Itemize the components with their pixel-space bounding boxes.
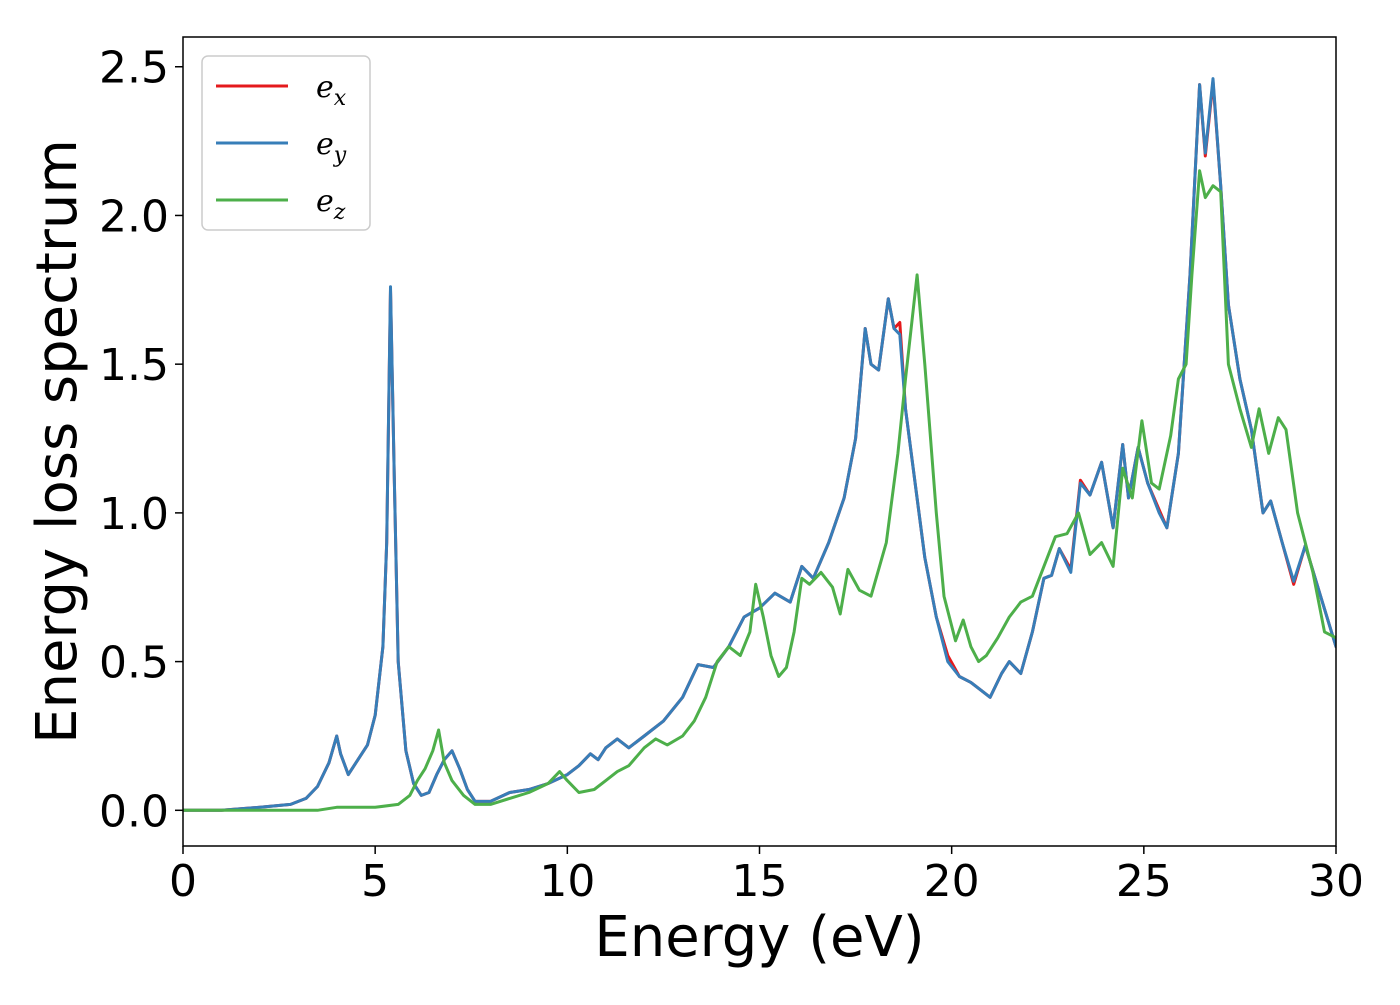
- y-tick-label: 0.0: [99, 786, 169, 837]
- y-axis-title: Energy loss spectrum: [25, 139, 90, 744]
- x-tick-label: 25: [1116, 856, 1172, 907]
- axes-layer: 0 5 10 15 20 25 30 0.0 0.5 1.0 1.5 2.0 2.5: [99, 36, 1364, 907]
- y-tick-label: 2.0: [99, 191, 169, 242]
- x-tick-label: 20: [924, 856, 980, 907]
- series-layer: [183, 77, 1336, 812]
- series-line-y: [183, 77, 1336, 812]
- x-axis-title: Energy (eV): [594, 905, 924, 970]
- series-line-z: [183, 169, 1336, 812]
- y-tick-label: 1.0: [99, 489, 169, 540]
- y-tick-label: 1.5: [99, 340, 169, 391]
- x-tick-label: 10: [539, 856, 595, 907]
- x-tick-label: 0: [169, 856, 197, 907]
- x-tick-label: 5: [361, 856, 389, 907]
- x-tick-label: 30: [1308, 856, 1364, 907]
- x-tick-label: 15: [732, 856, 788, 907]
- y-tick-label: 0.5: [99, 638, 169, 689]
- y-tick-label: 2.5: [99, 43, 169, 94]
